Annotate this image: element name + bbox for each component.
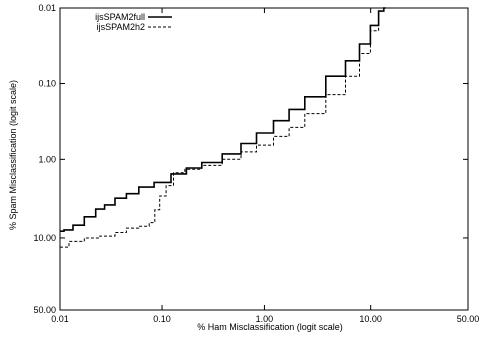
y-tick-label: 0.01 (38, 3, 56, 13)
y-tick-label: 10.00 (33, 233, 56, 243)
x-tick-label: 1.00 (256, 314, 274, 324)
axis-ticks: 0.01 0.10 1.00 10.00 50.000.010.101.0010.005… (33, 3, 479, 324)
series-lines (60, 7, 386, 248)
x-tick-label: 50.00 (457, 314, 480, 324)
y-tick-label: 50.00 (33, 305, 56, 315)
y-tick-label: 1.00 (38, 154, 56, 164)
x-tick-label: 0.10 (153, 314, 171, 324)
series-line-1 (60, 7, 386, 232)
x-tick-label: 0.01 (51, 314, 69, 324)
legend-label-2: ijsSPAM2h2 (97, 22, 145, 32)
legend-label-1: ijsSPAM2full (95, 12, 145, 22)
series-line-2 (60, 7, 386, 248)
x-tick-label: 10.00 (359, 314, 382, 324)
y-axis-label: % Spam Misclassification (logit scale) (8, 80, 18, 230)
x-axis-label: % Ham Misclassification (logit scale) (197, 322, 343, 332)
y-tick-label: 0.10 (38, 79, 56, 89)
